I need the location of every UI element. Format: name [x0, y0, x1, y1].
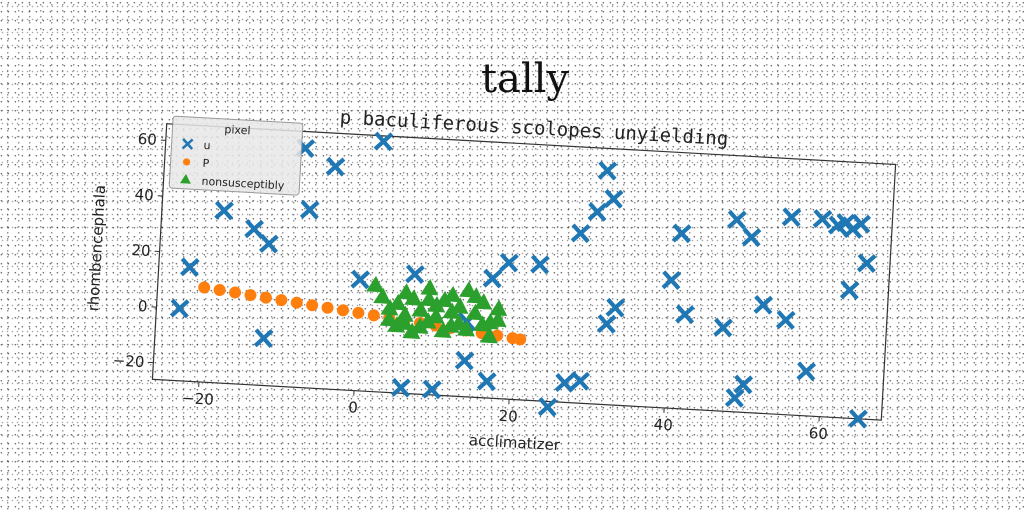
- point-u: [729, 211, 746, 228]
- point-P: [275, 294, 288, 307]
- x-tick-label: −20: [182, 389, 215, 409]
- legend-title: pixel: [224, 123, 251, 137]
- y-tick-label: 0: [137, 297, 148, 316]
- point-nonsusceptibly: [489, 299, 508, 316]
- point-u: [798, 363, 815, 380]
- point-P: [337, 304, 350, 317]
- point-u: [783, 209, 800, 226]
- point-P: [306, 299, 319, 312]
- point-u: [572, 373, 589, 390]
- point-u: [663, 272, 680, 289]
- point-u: [181, 259, 198, 276]
- point-u: [841, 282, 858, 299]
- legend-label: u: [203, 139, 211, 152]
- point-u: [532, 256, 549, 273]
- x-tick-label: 60: [808, 424, 828, 443]
- point-P: [198, 281, 211, 294]
- point-u: [677, 306, 694, 323]
- point-u: [456, 352, 473, 369]
- point-u: [407, 266, 424, 283]
- point-P: [290, 296, 303, 309]
- point-P: [229, 286, 242, 299]
- point-u: [255, 330, 272, 347]
- legend-label: P: [202, 157, 210, 170]
- y-axis: −20 0 20 40 60: [112, 129, 166, 372]
- point-u: [260, 235, 277, 252]
- point-u: [858, 255, 875, 272]
- chart-title: tally: [481, 56, 570, 102]
- point-u: [777, 312, 794, 329]
- point-u: [673, 225, 690, 242]
- chart-subtitle: p baculiferous scolopes unyielding: [339, 106, 729, 150]
- rotated-chart: p baculiferous scolopes unyielding −20 0 2…: [78, 93, 897, 472]
- point-u: [598, 315, 615, 332]
- x-axis-label: acclimatizer: [468, 431, 561, 454]
- point-u: [478, 373, 495, 390]
- point-u: [327, 158, 344, 175]
- point-u: [216, 202, 233, 219]
- y-tick-label: 20: [131, 241, 151, 260]
- point-u: [599, 162, 616, 179]
- point-P: [321, 301, 334, 314]
- y-tick-label: 60: [137, 130, 157, 149]
- point-P: [260, 291, 273, 304]
- point-u: [484, 270, 501, 287]
- point-P: [244, 289, 257, 302]
- point-u: [743, 229, 760, 246]
- point-u: [352, 271, 369, 288]
- point-u: [556, 374, 573, 391]
- point-u: [726, 390, 743, 407]
- point-u: [715, 319, 732, 336]
- point-u: [814, 210, 831, 227]
- y-axis-label: rhombencephala: [84, 184, 109, 311]
- point-u: [755, 296, 772, 313]
- point-u: [735, 376, 752, 393]
- point-u: [171, 300, 188, 317]
- point-P: [213, 284, 226, 297]
- point-u: [605, 190, 622, 207]
- x-tick-label: 0: [348, 398, 359, 417]
- point-u: [607, 299, 624, 316]
- point-u: [246, 221, 263, 238]
- point-u: [301, 201, 318, 218]
- point-P: [352, 306, 365, 319]
- point-u: [853, 215, 870, 232]
- x-tick-label: 20: [498, 407, 518, 426]
- point-P: [367, 309, 380, 322]
- point-u: [501, 254, 518, 271]
- y-tick-label: −20: [112, 351, 145, 371]
- point-u: [589, 203, 606, 220]
- x-tick-label: 40: [653, 415, 673, 434]
- point-u: [572, 225, 589, 242]
- y-tick-label: 40: [134, 185, 154, 204]
